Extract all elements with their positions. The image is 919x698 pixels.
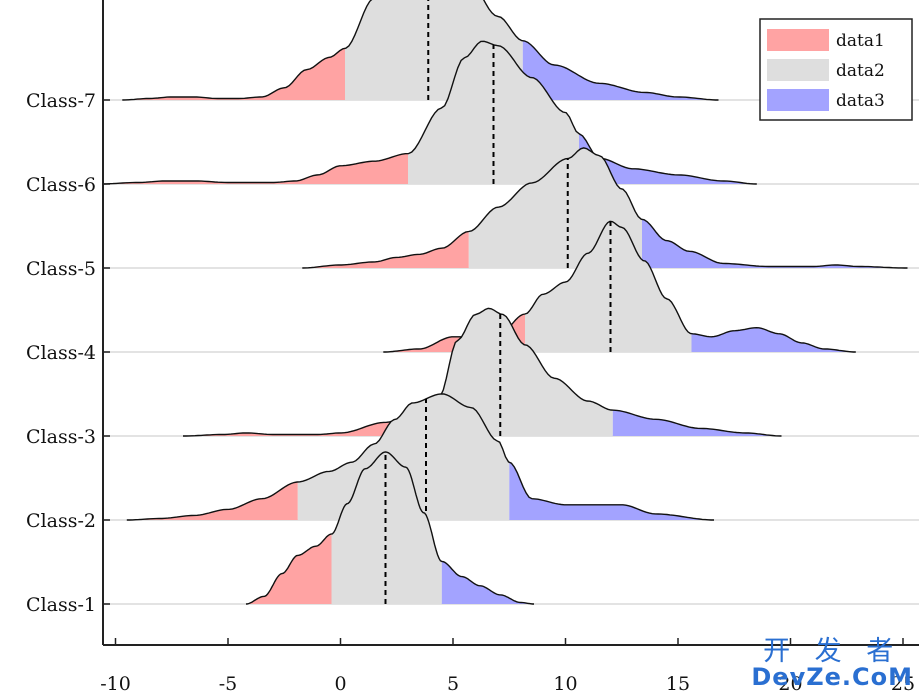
upper-tail-region: [522, 40, 719, 100]
legend-swatch: [767, 59, 829, 81]
legend-label: data1: [836, 31, 885, 51]
density-outline: [122, 0, 719, 101]
upper-tail-region: [509, 462, 714, 520]
legend-swatch: [767, 89, 829, 111]
x-tick-label: 10: [553, 673, 577, 693]
axes: Class-1 Class-2 Class-3 Class-4 Class-5 Class…: [26, 0, 919, 695]
lower-tail-region: [183, 396, 440, 436]
watermark-line1: 开 发 者: [763, 636, 902, 667]
y-tick-label: Class-1: [26, 594, 96, 616]
middle-region: [525, 221, 692, 352]
x-tick-label: -5: [219, 673, 238, 693]
ridge-series-group: [103, 0, 908, 605]
density-outline: [302, 147, 908, 269]
density-outline: [126, 393, 714, 521]
lower-tail-region: [103, 153, 408, 184]
x-tick-label: 5: [447, 673, 459, 693]
density-outline: [103, 40, 757, 185]
ridge-class-7: [122, 0, 719, 101]
watermark-logo: 开 发 者 DevZe.CoM: [751, 638, 913, 689]
density-outline: [183, 307, 782, 437]
middle-region: [439, 308, 613, 436]
x-tick-label: 15: [666, 673, 690, 693]
ridge-class-1: [245, 451, 534, 605]
upper-tail-region: [691, 327, 856, 352]
x-tick-label: -10: [100, 673, 131, 693]
legend: data1 data2 data3: [759, 18, 913, 121]
x-tick-label: 25: [891, 673, 915, 693]
lower-tail-region: [126, 482, 298, 520]
y-tick-label: Class-2: [26, 510, 96, 532]
lower-tail-region: [302, 231, 469, 268]
lower-tail-region: [246, 534, 332, 604]
ridge-class-6: [103, 40, 757, 185]
watermark-line2: DevZe.CoM: [751, 663, 913, 691]
y-tick-label: Class-3: [26, 426, 96, 448]
upper-tail-region: [579, 133, 757, 184]
ridge-class-3: [183, 307, 782, 437]
legend-label: data3: [836, 91, 885, 111]
middle-region: [408, 41, 579, 184]
legend-label: data2: [836, 61, 885, 81]
middle-region: [297, 393, 510, 520]
legend-swatch: [767, 29, 829, 51]
x-tick-label: 0: [334, 673, 346, 693]
lower-tail-region: [122, 48, 345, 100]
x-tick-label: 20: [778, 673, 802, 693]
y-tick-label: Class-7: [26, 90, 96, 112]
y-tick-label: Class-6: [26, 174, 96, 196]
y-tick-label: Class-5: [26, 258, 96, 280]
density-outline: [245, 451, 534, 605]
y-tick-label: Class-4: [26, 342, 96, 364]
ridge-class-2: [126, 393, 714, 521]
upper-tail-region: [642, 219, 908, 268]
upper-tail-region: [612, 410, 782, 436]
upper-tail-region: [441, 561, 534, 604]
